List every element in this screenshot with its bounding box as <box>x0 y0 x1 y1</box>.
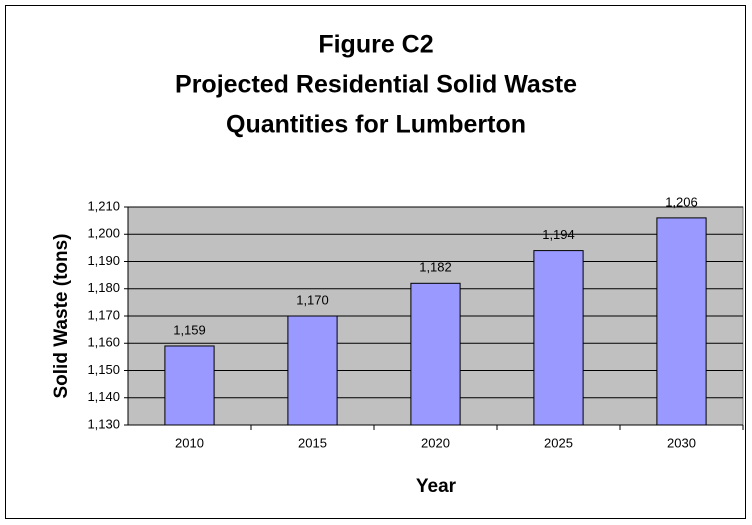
y-tick-label: 1,140 <box>87 389 120 404</box>
data-label: 1,182 <box>419 260 452 275</box>
x-tick-label: 2010 <box>175 435 204 450</box>
y-tick-label: 1,150 <box>87 362 120 377</box>
data-label: 1,206 <box>665 194 698 209</box>
chart-title: Quantities for Lumberton <box>226 111 526 139</box>
x-tick-label: 2030 <box>667 435 696 450</box>
bar <box>533 250 584 426</box>
bar <box>287 315 338 426</box>
x-tick-label: 2015 <box>298 435 327 450</box>
x-tick-label: 2025 <box>544 435 573 450</box>
chart-title: Figure C2 <box>318 31 433 59</box>
y-tick-label: 1,170 <box>87 307 120 322</box>
bar <box>656 217 707 426</box>
chart-title: Projected Residential Solid Waste <box>175 71 577 99</box>
data-label: 1,194 <box>542 227 575 242</box>
bar <box>410 282 461 426</box>
x-tick-label: 2020 <box>421 435 450 450</box>
y-tick-label: 1,160 <box>87 335 120 350</box>
data-label: 1,159 <box>173 322 206 337</box>
x-axis-title: Year <box>416 476 457 497</box>
y-tick-label: 1,200 <box>87 226 120 241</box>
y-tick-label: 1,190 <box>87 253 120 268</box>
y-tick-label: 1,180 <box>87 280 120 295</box>
data-label: 1,170 <box>296 292 329 307</box>
y-tick-label: 1,210 <box>87 198 120 213</box>
y-axis-title: Solid Waste (tons) <box>51 233 72 398</box>
y-tick-label: 1,130 <box>87 416 120 431</box>
bar <box>164 345 215 426</box>
